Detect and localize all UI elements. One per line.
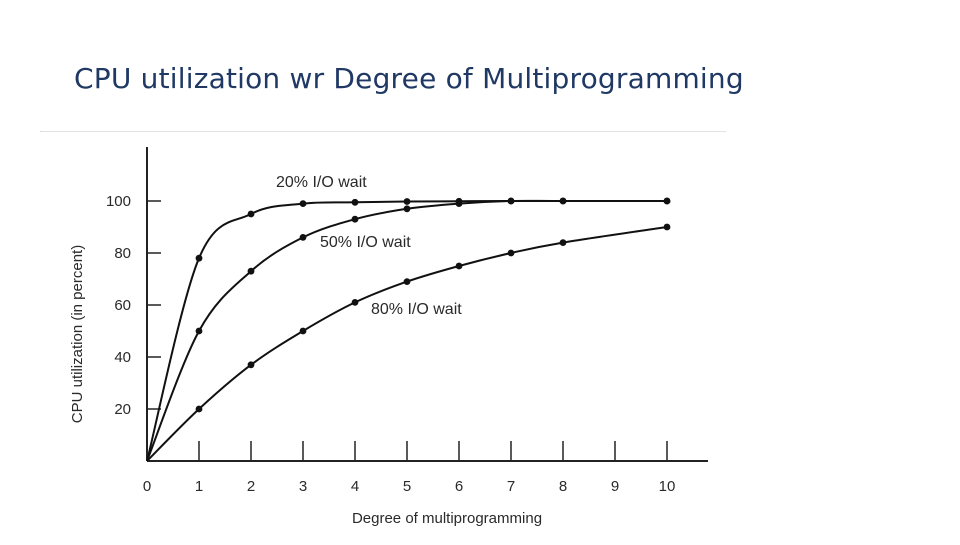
x-tick-label-6: 6 — [455, 478, 463, 495]
series-0-point-1 — [195, 254, 203, 262]
series-2-point-1 — [195, 405, 203, 413]
series-line-2 — [146, 226, 668, 462]
x-tick-label-0: 0 — [143, 478, 151, 495]
series-labels: 20% I/O wait 50% I/O wait 80% I/O wait — [276, 174, 462, 318]
series-2-point-2 — [247, 361, 255, 369]
x-tick-label-2: 2 — [247, 478, 255, 495]
y-tick-label-80: 80 — [114, 245, 131, 262]
x-tick-label-5: 5 — [403, 478, 411, 495]
x-tick-label-3: 3 — [299, 478, 307, 495]
cpu-utilization-chart: 20 40 60 80 100 0 1 2 3 4 5 6 7 8 9 10 20% I/O wait 50%… — [69, 147, 708, 527]
figure-top-border — [40, 131, 726, 132]
x-axis-label: Degree of multiprogramming — [352, 510, 542, 527]
y-axis-ticks: 20 40 60 80 100 — [106, 193, 161, 418]
series-2-point-8 — [559, 239, 567, 246]
y-tick-label-60: 60 — [114, 297, 131, 314]
series-2-point-10 — [663, 223, 671, 231]
series-line-1 — [146, 199, 667, 462]
slide-title: CPU utilization wr Degree of Multiprogra… — [74, 62, 744, 95]
series-0-point-5 — [403, 198, 411, 205]
y-axis-label: CPU utilization (in percent) — [69, 245, 86, 423]
series-0-point-3 — [299, 200, 307, 207]
x-tick-label-7: 7 — [507, 478, 515, 495]
chart-figure: 20 40 60 80 100 0 1 2 3 4 5 6 7 8 9 10 20% I/O wait 50%… — [40, 132, 728, 540]
x-tick-label-4: 4 — [351, 478, 359, 495]
x-tick-label-9: 9 — [611, 478, 619, 495]
series-1-point-4 — [351, 215, 359, 223]
series-1-point-3 — [299, 234, 307, 241]
x-tick-label-10: 10 — [659, 478, 676, 495]
x-tick-label-8: 8 — [559, 478, 567, 495]
y-tick-label-40: 40 — [114, 349, 131, 366]
series-label-2: 80% I/O wait — [371, 301, 462, 318]
series-1-point-10 — [663, 197, 671, 205]
series-1-point-8 — [559, 197, 567, 205]
series-1-point-5 — [403, 205, 411, 213]
series-2-point-6 — [455, 262, 463, 270]
series-points — [195, 197, 671, 413]
y-tick-label-20: 20 — [114, 401, 131, 418]
series-1-point-2 — [247, 267, 255, 275]
series-2-point-5 — [403, 278, 411, 285]
series-2-point-3 — [299, 327, 307, 335]
series-label-0: 20% I/O wait — [276, 174, 367, 191]
series-1-point-1 — [195, 327, 203, 335]
series-label-1: 50% I/O wait — [320, 234, 411, 251]
series-0-point-2 — [247, 210, 255, 218]
series-2-point-7 — [507, 249, 515, 257]
series-0-point-4 — [351, 198, 359, 206]
series-1-point-6 — [455, 200, 463, 207]
x-axis-ticks: 0 1 2 3 4 5 6 7 8 9 10 — [143, 441, 676, 495]
y-tick-label-100: 100 — [106, 193, 131, 210]
series-2-point-4 — [351, 299, 359, 306]
x-tick-label-1: 1 — [195, 478, 203, 495]
series-1-point-7 — [507, 197, 515, 205]
